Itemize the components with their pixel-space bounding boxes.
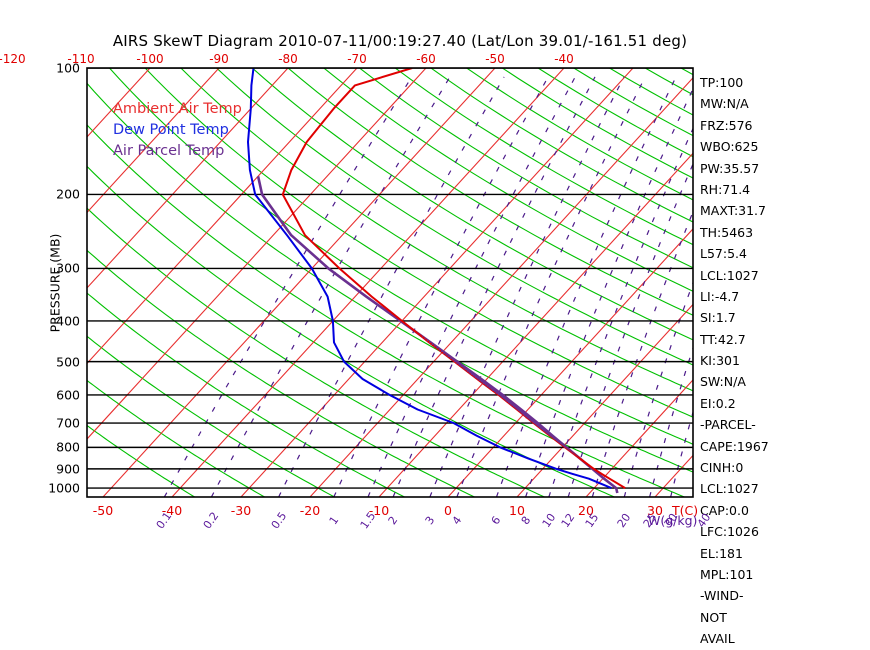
parameter-row: L57:5.4 xyxy=(700,246,747,262)
bottom-temp-tick: -20 xyxy=(299,503,321,518)
parameter-row: WBO:625 xyxy=(700,139,759,155)
parameter-row: LI:-4.7 xyxy=(700,288,740,304)
pressure-tick: 100 xyxy=(56,60,80,76)
top-temp-tick: -100 xyxy=(136,52,164,66)
parameter-row: LCL:1027 xyxy=(700,267,759,283)
x-axis-label-temperature: T(C) xyxy=(672,503,699,518)
pressure-tick: 200 xyxy=(56,186,80,202)
parameter-row: MW:N/A xyxy=(700,96,749,112)
legend-item-2: Air Parcel Temp xyxy=(113,143,225,159)
pressure-tick: 600 xyxy=(56,387,80,403)
x-axis-label-mixing-ratio: W(g/kg) xyxy=(648,513,698,528)
top-temp-tick: -40 xyxy=(554,52,574,66)
top-temp-tick: -50 xyxy=(485,52,505,66)
skewt-plot xyxy=(86,67,694,498)
parameter-row: TH:5463 xyxy=(700,224,754,240)
parameter-row: TT:42.7 xyxy=(700,331,746,347)
pressure-tick: 800 xyxy=(56,439,80,455)
parameter-row: MAXT:31.7 xyxy=(700,203,766,219)
parameter-row: -WIND- xyxy=(700,588,744,604)
parameter-row: MPL:101 xyxy=(700,566,754,582)
parameter-row: LFC:1026 xyxy=(700,524,759,540)
parameter-row: CAP:0.0 xyxy=(700,502,749,518)
pressure-tick: 400 xyxy=(56,313,80,329)
parameter-row: AVAIL xyxy=(700,631,735,647)
top-temp-tick: -70 xyxy=(347,52,367,66)
legend-item-1: Dew Point Temp xyxy=(113,122,229,138)
top-temp-tick: -60 xyxy=(416,52,436,66)
parameter-row: PW:35.57 xyxy=(700,160,760,176)
pressure-tick: 500 xyxy=(56,354,80,370)
top-temp-tick: -120 xyxy=(0,52,26,66)
parameter-panel: TP:100 MW:N/A FRZ:576 WBO:625 PW:35.57 RH:71.… xyxy=(700,72,868,650)
parameter-row: EI:0.2 xyxy=(700,395,736,411)
pressure-tick: 900 xyxy=(56,461,80,477)
parameter-row: TP:100 xyxy=(700,75,744,90)
bottom-temp-tick: 20 xyxy=(578,503,594,518)
pressure-tick: 1000 xyxy=(48,480,80,496)
top-temp-tick: -110 xyxy=(67,52,95,66)
parameter-row: EL:181 xyxy=(700,545,743,561)
bottom-temp-tick: -40 xyxy=(161,503,183,518)
parameter-row: LCL:1027 xyxy=(700,481,759,497)
parameter-row: SW:N/A xyxy=(700,374,746,390)
top-temp-tick: -80 xyxy=(278,52,298,66)
parameter-row: -PARCEL- xyxy=(700,417,756,433)
parameter-row: CINH:0 xyxy=(700,460,744,476)
parameter-row: NOT xyxy=(700,609,727,625)
bottom-temp-tick: 0 xyxy=(444,503,452,518)
bottom-temp-tick: 30 xyxy=(647,503,663,518)
bottom-temp-tick: -50 xyxy=(92,503,114,518)
parameter-row: FRZ:576 xyxy=(700,117,753,133)
bottom-temp-tick: -30 xyxy=(230,503,252,518)
bottom-temp-tick: -10 xyxy=(368,503,390,518)
parameter-row: SI:1.7 xyxy=(700,310,736,326)
parameter-row: CAPE:1967 xyxy=(700,438,769,454)
pressure-axis: 100 200 300 400 500 600 700 800 900 1000 xyxy=(12,0,80,560)
bottom-temp-tick: 10 xyxy=(509,503,525,518)
parameter-row: RH:71.4 xyxy=(700,181,751,197)
top-temp-tick: -90 xyxy=(209,52,229,66)
pressure-tick: 700 xyxy=(56,415,80,431)
parameter-row: KI:301 xyxy=(700,353,740,369)
pressure-tick: 300 xyxy=(56,260,80,276)
page-title: AIRS SkewT Diagram 2010-07-11/00:19:27.4… xyxy=(112,32,688,50)
legend-item-0: Ambient Air Temp xyxy=(113,101,242,117)
